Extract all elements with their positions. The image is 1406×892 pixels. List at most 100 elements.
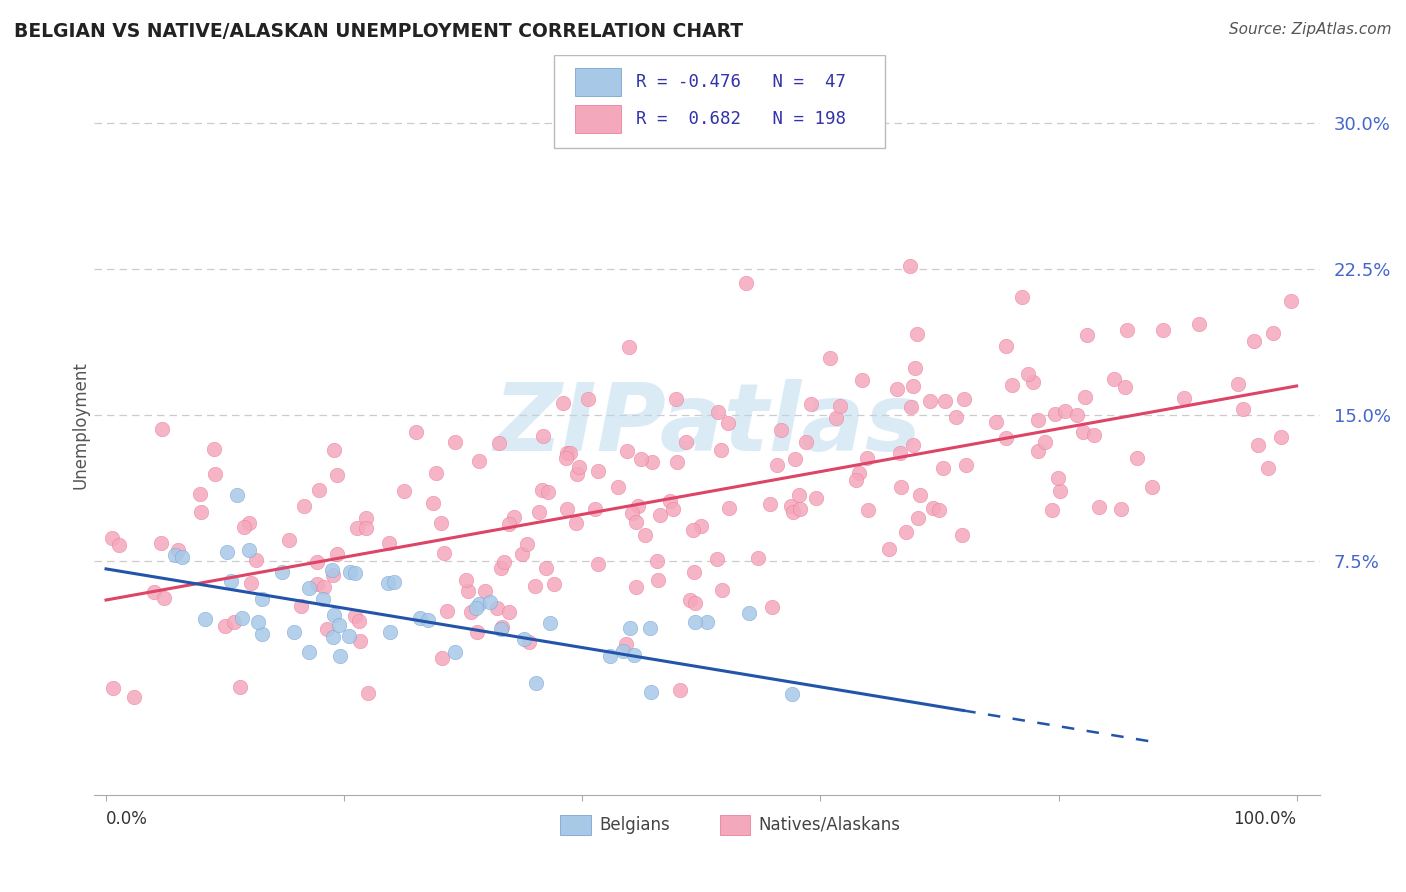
Point (1111, 502, 1133, 516)
Point (377, 536, 399, 550)
Point (689, 519, 711, 533)
Point (229, 680, 252, 694)
Point (294, 499, 316, 513)
Point (325, 468, 347, 483)
Point (491, 622, 513, 636)
Point (1102, 372, 1125, 386)
Text: Natives/Alaskans: Natives/Alaskans (759, 816, 901, 834)
Point (896, 525, 918, 540)
Point (780, 499, 803, 513)
Point (513, 632, 536, 647)
Point (769, 423, 792, 437)
Point (818, 351, 841, 366)
Point (250, 592, 273, 607)
Point (1033, 435, 1056, 450)
Point (1022, 375, 1045, 389)
Point (312, 591, 335, 606)
Point (245, 553, 267, 567)
Point (856, 450, 879, 465)
Point (614, 636, 637, 650)
Point (468, 597, 491, 611)
Point (825, 411, 848, 425)
Point (675, 434, 697, 449)
Point (474, 583, 496, 598)
Point (239, 576, 262, 591)
Point (789, 501, 811, 516)
Point (758, 497, 780, 511)
Point (658, 494, 681, 508)
Text: R = -0.476   N =  47: R = -0.476 N = 47 (636, 73, 846, 91)
Point (634, 528, 657, 542)
Point (150, 422, 173, 436)
Point (232, 520, 254, 534)
Point (283, 625, 305, 640)
Point (706, 404, 728, 418)
Point (1116, 323, 1139, 337)
Point (1188, 317, 1211, 331)
Point (928, 502, 950, 516)
Point (710, 443, 733, 458)
Point (444, 644, 467, 658)
Point (995, 338, 1018, 352)
Point (856, 503, 879, 517)
Point (576, 392, 599, 406)
Point (524, 675, 547, 690)
Point (848, 467, 870, 481)
Y-axis label: Unemployment: Unemployment (72, 361, 89, 489)
Point (711, 583, 734, 598)
Point (1053, 403, 1076, 417)
Point (444, 435, 467, 450)
Point (523, 579, 546, 593)
Point (422, 496, 444, 510)
Point (794, 435, 817, 450)
Point (238, 516, 260, 530)
Text: 0.0%: 0.0% (105, 810, 148, 828)
Point (780, 687, 803, 701)
Point (901, 379, 924, 393)
Point (747, 550, 769, 565)
Point (994, 431, 1017, 445)
Point (953, 392, 976, 406)
Point (617, 340, 640, 354)
Point (586, 464, 609, 478)
Point (555, 445, 578, 459)
Point (886, 382, 908, 396)
Point (425, 466, 447, 480)
Point (782, 505, 804, 519)
Point (1043, 407, 1066, 421)
Point (328, 618, 350, 632)
Point (1083, 428, 1105, 442)
Point (321, 563, 343, 577)
Point (607, 480, 630, 494)
Point (357, 686, 380, 700)
Point (315, 622, 337, 636)
Point (683, 596, 706, 610)
Point (215, 545, 238, 559)
Point (149, 535, 172, 549)
Point (378, 624, 401, 639)
Point (278, 533, 301, 547)
Point (202, 442, 225, 457)
Point (188, 487, 211, 501)
Point (323, 442, 346, 457)
Point (905, 326, 928, 341)
Point (1279, 293, 1302, 308)
Point (706, 552, 728, 566)
Point (668, 683, 690, 698)
Point (143, 584, 166, 599)
Point (1076, 328, 1098, 343)
Point (945, 410, 967, 425)
Point (405, 425, 427, 439)
Point (900, 259, 922, 273)
Point (761, 600, 783, 615)
Bar (720, 814, 751, 835)
Point (1270, 429, 1292, 443)
Point (555, 451, 578, 466)
Point (1087, 500, 1109, 514)
Point (491, 619, 513, 633)
Point (298, 645, 321, 659)
Point (465, 601, 488, 615)
Point (558, 446, 581, 460)
Point (346, 521, 368, 535)
Point (557, 502, 579, 516)
